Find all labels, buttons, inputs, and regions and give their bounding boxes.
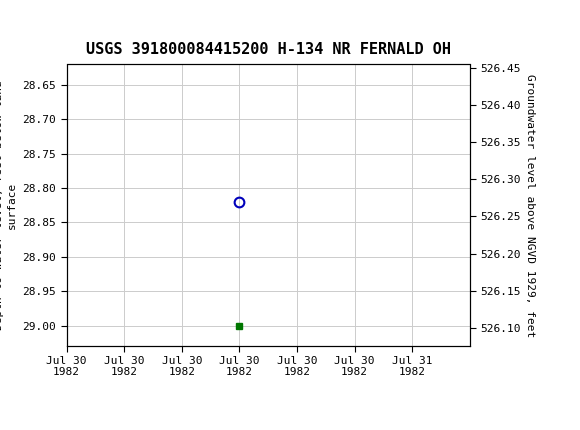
Y-axis label: Groundwater level above NGVD 1929, feet: Groundwater level above NGVD 1929, feet — [524, 74, 535, 337]
Y-axis label: Depth to water level, feet below land
surface: Depth to water level, feet below land su… — [0, 80, 17, 330]
Text: USGS 391800084415200 H-134 NR FERNALD OH: USGS 391800084415200 H-134 NR FERNALD OH — [86, 42, 451, 57]
Text: USGS: USGS — [67, 13, 126, 32]
